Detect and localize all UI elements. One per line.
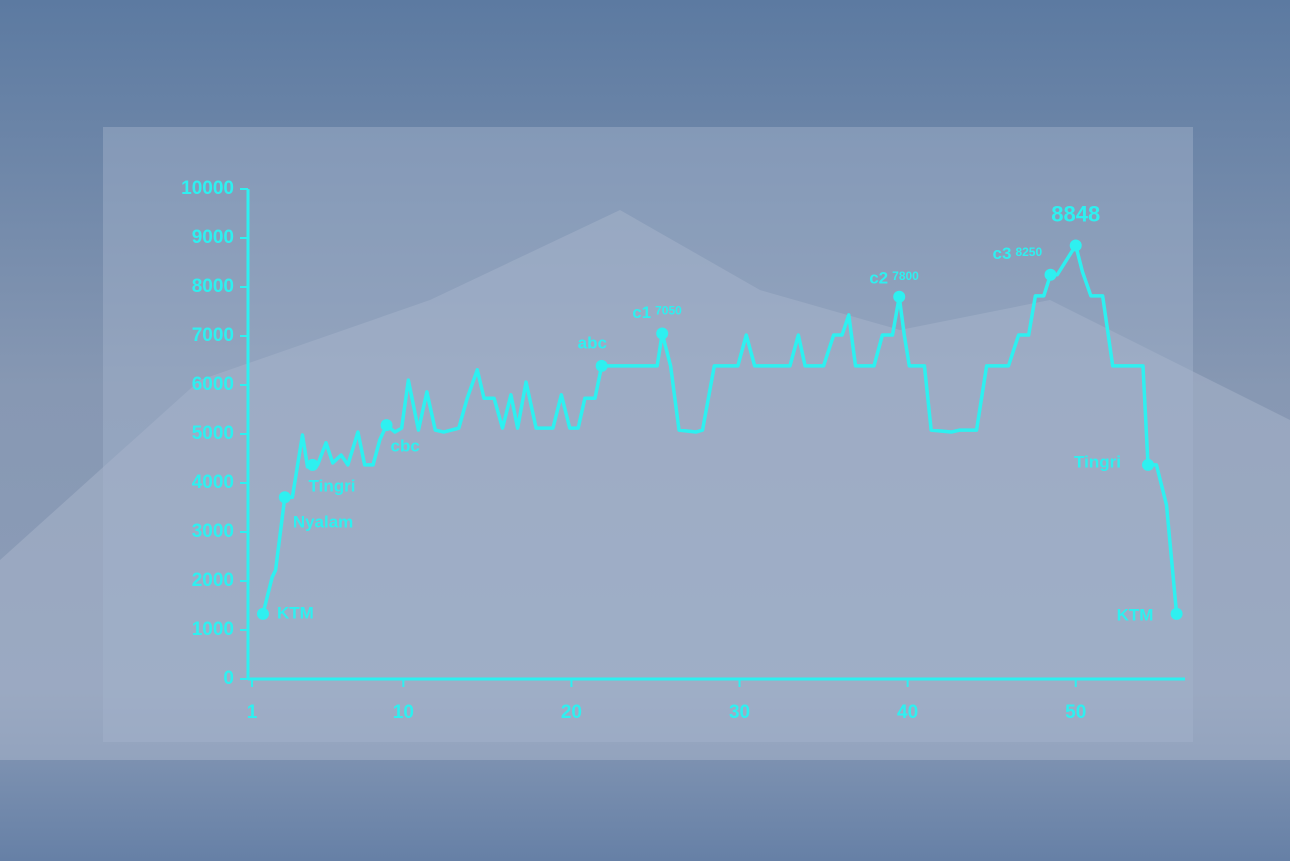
- altitude-line: [261, 243, 1179, 615]
- y-tick-label: 6000: [192, 374, 234, 395]
- waypoint-label: KTM: [277, 603, 314, 622]
- y-tick-label: 10000: [181, 178, 234, 199]
- waypoint: [893, 290, 906, 303]
- waypoint: [1044, 268, 1057, 281]
- y-tick-label: 0: [223, 668, 234, 689]
- waypoint: [595, 359, 608, 372]
- y-tick-label: 7000: [192, 325, 234, 346]
- waypoint: [306, 458, 319, 471]
- y-tick-label: 9000: [192, 227, 234, 248]
- waypoint: [1069, 239, 1082, 252]
- waypoint: [1142, 458, 1155, 471]
- y-tick-label: 1000: [192, 619, 234, 640]
- x-tick-label: 40: [897, 702, 918, 723]
- x-tick-label: 50: [1065, 702, 1086, 723]
- x-tick-label: 20: [561, 702, 582, 723]
- x-tick-label: 1: [247, 702, 258, 723]
- waypoint: [1170, 607, 1183, 620]
- y-tick-label: 2000: [192, 570, 234, 591]
- waypoint-label: cbc: [391, 437, 420, 456]
- y-tick-label: 3000: [192, 521, 234, 542]
- waypoint-label: c1: [632, 303, 651, 322]
- waypoint: [380, 419, 393, 432]
- waypoint-label: KTM: [1117, 605, 1154, 624]
- altitude-label: 7800: [892, 269, 919, 283]
- altitude-label: 8250: [1015, 245, 1042, 259]
- waypoint-label: Nyalam: [293, 513, 353, 532]
- waypoint-label: c2: [869, 268, 888, 287]
- mountain: [0, 210, 1290, 760]
- x-tick-label: 10: [393, 702, 414, 723]
- y-tick-label: 8000: [192, 276, 234, 297]
- x-tick-label: 30: [729, 702, 750, 723]
- peak-label: 8848: [1051, 201, 1100, 226]
- waypoint-label: abc: [578, 333, 607, 352]
- waypoint-label: Tingri: [1074, 452, 1121, 471]
- y-tick-label: 5000: [192, 423, 234, 444]
- y-tick-label: 4000: [192, 472, 234, 493]
- waypoint: [256, 607, 269, 620]
- waypoint: [656, 327, 669, 340]
- waypoint: [278, 491, 291, 504]
- waypoint-label: c3: [993, 244, 1012, 263]
- altitude-label: 7050: [655, 304, 682, 318]
- plot-panel: [103, 127, 1193, 742]
- waypoint-label: Tingri: [309, 476, 356, 495]
